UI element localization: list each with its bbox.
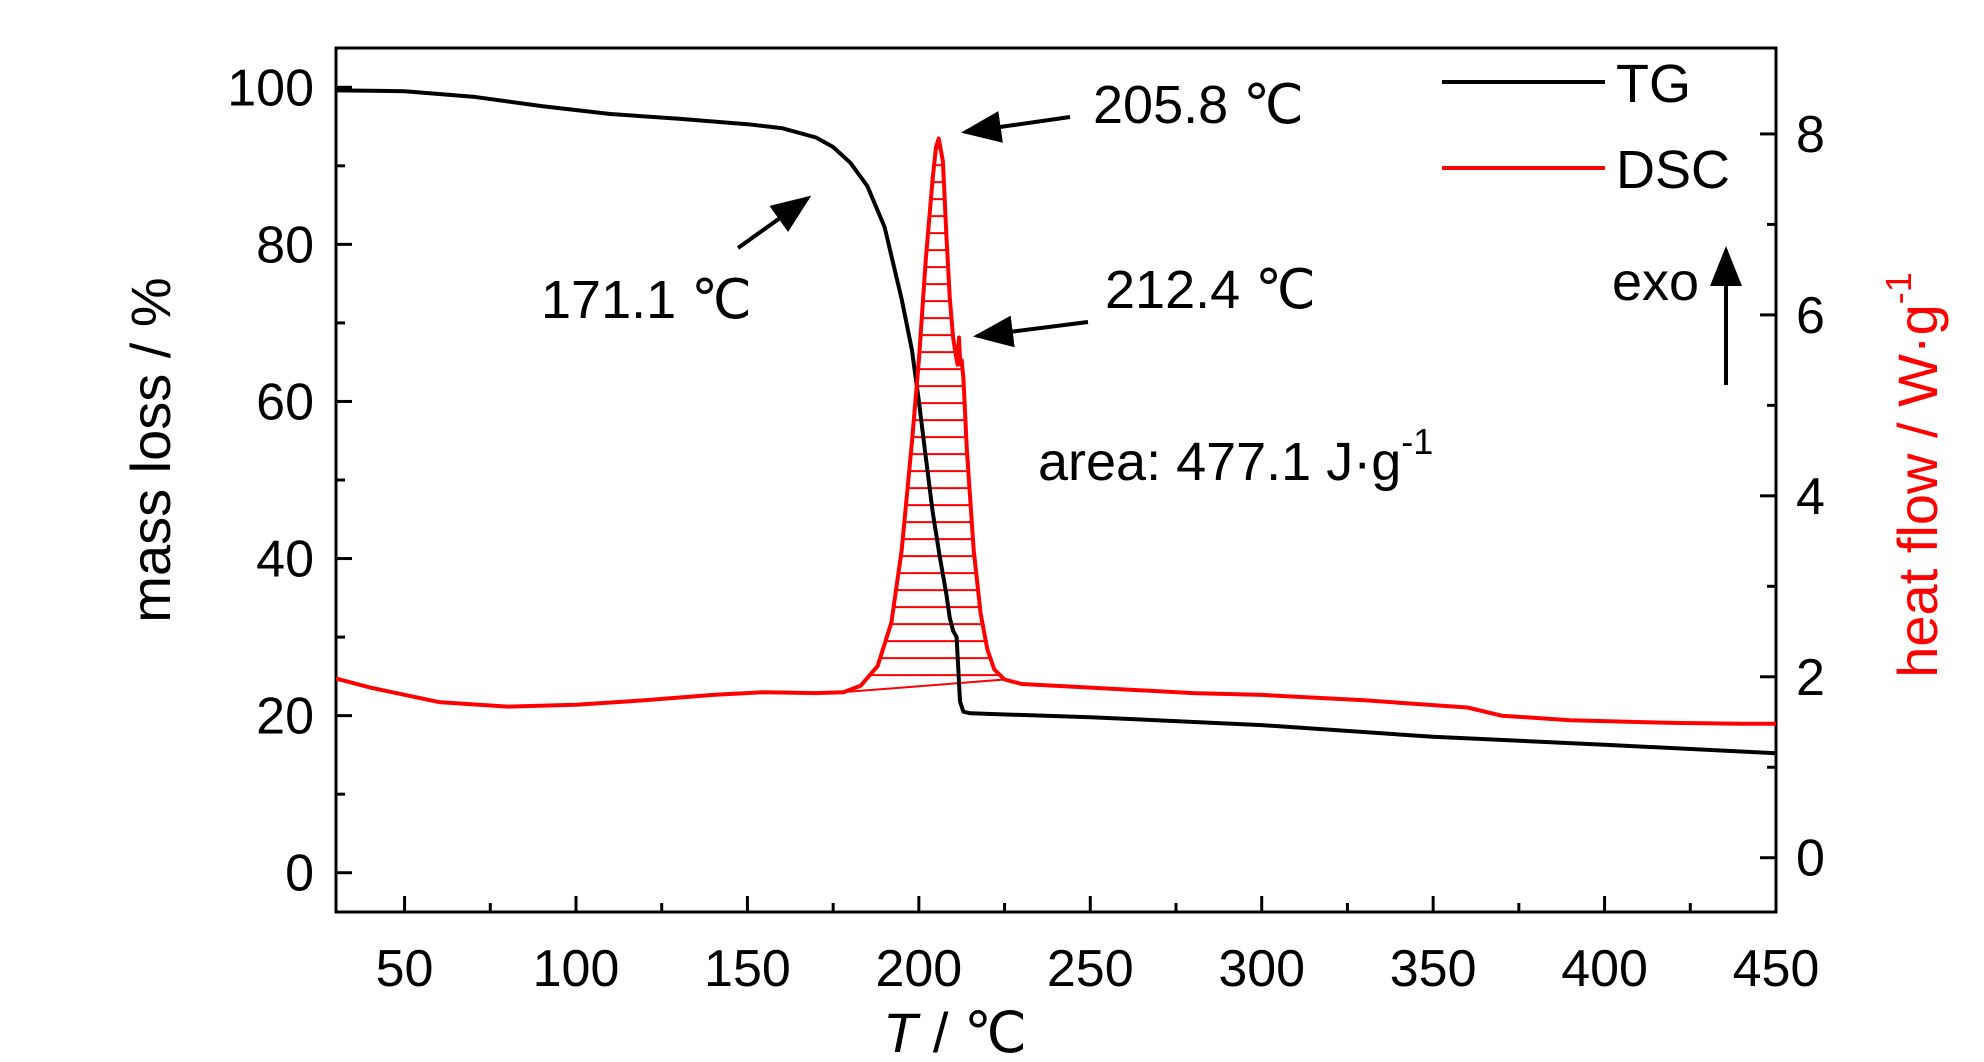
y-left-tick-label: 100 [227, 59, 314, 117]
dsc-baseline [843, 678, 1005, 694]
y-right-tick-label: 2 [1796, 649, 1825, 707]
peak-temp-annotation: 205.8 ℃ [1093, 75, 1304, 135]
y-right-tick-label: 0 [1796, 830, 1825, 888]
onset-temp-arrow [736, 195, 812, 250]
x-tick-label: 450 [1733, 940, 1820, 998]
y-right-tick-label: 8 [1796, 106, 1825, 164]
legend-tg-label: TG [1616, 54, 1691, 114]
y-left-tick-label: 40 [256, 531, 314, 589]
y-left-axis-ticks: 0 20 40 60 80 100 [227, 59, 352, 903]
x-tick-label: 50 [376, 940, 434, 998]
x-tick-label: 150 [704, 940, 791, 998]
annotations: 205.8 ℃ 171.1 ℃ 212.4 ℃ area: 477.1 J·g-… [541, 75, 1742, 492]
dsc-peak-hatched-area [843, 147, 1005, 694]
x-tick-label: 100 [533, 940, 620, 998]
x-tick-label: 400 [1561, 940, 1648, 998]
legend: TG DSC [1442, 54, 1730, 200]
x-axis-ticks: 50 100 150 200 250 300 350 400 450 [376, 896, 1820, 998]
shoulder-temp-annotation: 212.4 ℃ [1105, 260, 1316, 320]
onset-temp-annotation: 171.1 ℃ [541, 270, 752, 330]
x-tick-label: 350 [1390, 940, 1477, 998]
x-tick-label: 250 [1047, 940, 1134, 998]
dsc-series-line [336, 136, 1776, 726]
y-right-axis-title: heat flow / W·g-1 [1878, 272, 1949, 677]
x-tick-label: 300 [1218, 940, 1305, 998]
shoulder-temp-arrow [973, 315, 1089, 348]
peak-temp-arrow [961, 111, 1071, 143]
x-tick-label: 200 [875, 940, 962, 998]
y-left-tick-label: 80 [256, 216, 314, 274]
y-right-tick-label: 6 [1796, 287, 1825, 345]
legend-dsc-label: DSC [1616, 140, 1730, 200]
y-right-tick-label: 4 [1796, 468, 1825, 526]
tg-series-line [336, 88, 1776, 756]
y-right-axis-ticks: 0 2 4 6 8 [1760, 106, 1825, 888]
x-axis-title: T / ℃ [883, 1001, 1027, 1062]
area-annotation: area: 477.1 J·g-1 [1038, 421, 1433, 492]
exo-label: exo [1612, 252, 1699, 312]
y-left-tick-label: 60 [256, 373, 314, 431]
y-left-tick-label: 20 [256, 688, 314, 746]
y-left-axis-title: mass loss / % [119, 277, 182, 622]
y-left-tick-label: 0 [285, 845, 314, 903]
